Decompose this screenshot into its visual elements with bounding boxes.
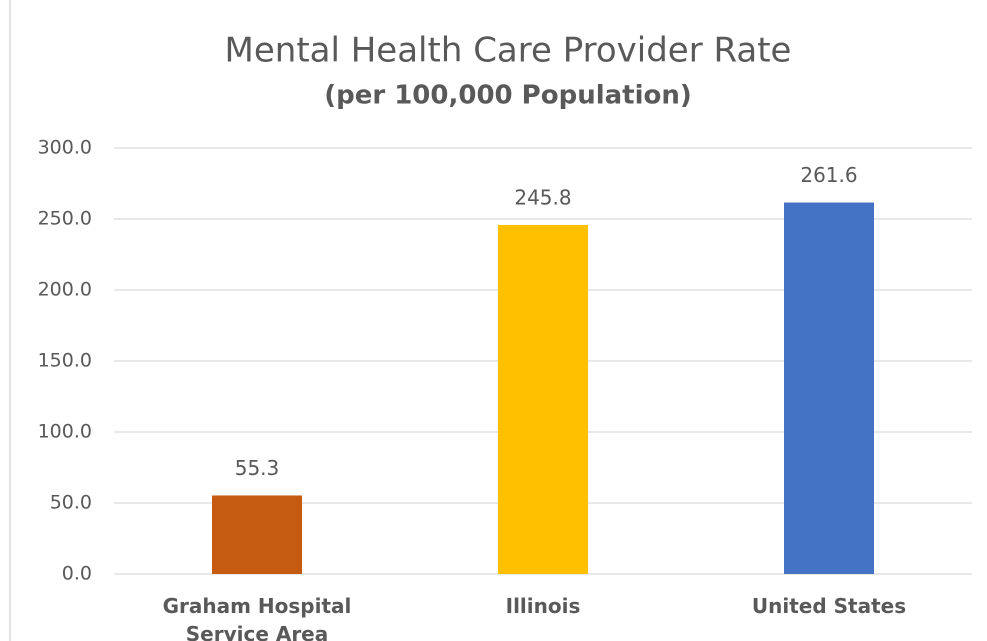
data-label: 245.8 [514,185,571,209]
y-tick-label: 250.0 [38,208,92,230]
chart-subtitle: (per 100,000 Population) [324,81,692,111]
data-label: 261.6 [800,163,857,187]
x-tick-label: Illinois [505,594,581,618]
y-tick-label: 100.0 [38,421,92,443]
x-tick-label: Graham Hospital Service Area [162,594,352,641]
y-tick-label: 150.0 [38,350,92,372]
y-tick-label: 300.0 [38,137,92,159]
data-label: 55.3 [235,456,280,480]
y-tick-label: 0.0 [62,563,92,585]
y-tick-label: 50.0 [50,492,92,514]
bar [212,495,302,574]
bar [498,224,588,575]
y-tick-label: 200.0 [38,279,92,301]
chart-title: Mental Health Care Provider Rate [225,31,792,71]
bar [784,202,874,574]
x-tick-label: United States [751,594,907,618]
